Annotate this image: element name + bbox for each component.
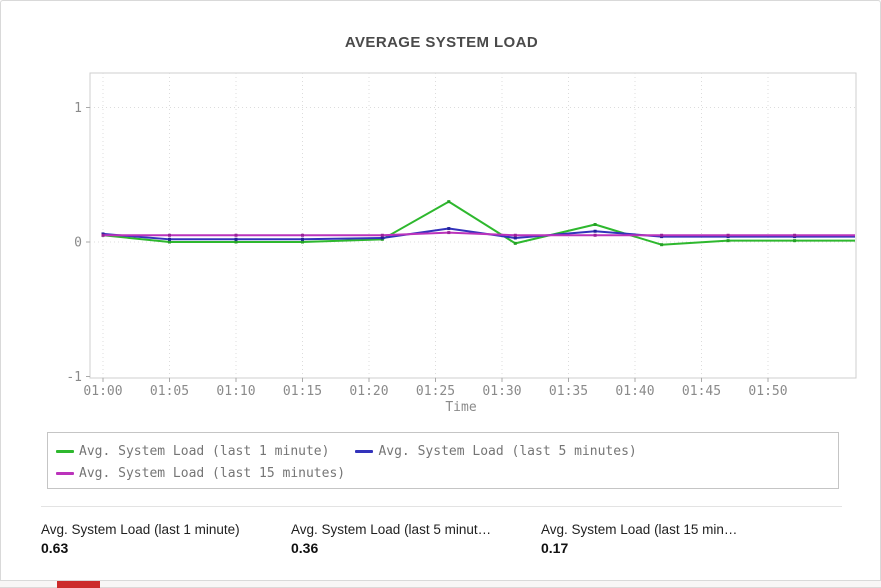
divider <box>41 506 842 507</box>
bottom-strip <box>0 581 881 588</box>
series-marker-1 <box>447 227 451 231</box>
x-tick-label: 01:25 <box>416 384 455 399</box>
series-line-0 <box>102 200 855 246</box>
y-tick-label: -1 <box>66 370 82 385</box>
series-marker-1 <box>301 237 304 241</box>
series-marker-2 <box>447 231 451 235</box>
x-tick-label: 01:45 <box>682 384 721 399</box>
series-marker-0 <box>168 240 171 244</box>
series-marker-2 <box>793 233 797 237</box>
legend-label: Avg. System Load (last 15 minutes) <box>79 465 346 481</box>
series-marker-0 <box>793 239 797 243</box>
series-marker-2 <box>101 233 105 237</box>
legend-item-last-5-minutes: Avg. System Load (last 5 minutes) <box>355 440 637 462</box>
stat-value: 0.17 <box>541 540 569 556</box>
y-tick-label: 0 <box>74 236 82 251</box>
system-load-chart: 01:00 01:05 01:10 01:15 01:20 01:25 01:30 01:35… <box>66 72 857 415</box>
series-marker-1 <box>513 236 517 240</box>
legend-swatch-blue-icon <box>355 449 374 453</box>
legend-label: Avg. System Load (last 1 minute) <box>79 443 330 459</box>
stat-last-15-minutes: Avg. System Load (last 15 min… 0.17 <box>541 522 759 556</box>
x-tick-label: 01:05 <box>150 384 189 399</box>
plot-area <box>89 72 857 379</box>
series-line-2 <box>103 231 855 237</box>
series-marker-0 <box>447 200 451 204</box>
series-marker-2 <box>513 233 517 237</box>
stat-value: 0.36 <box>291 540 319 556</box>
series-marker-2 <box>380 233 384 237</box>
legend-label: Avg. System Load (last 5 minutes) <box>378 443 637 459</box>
legend-item-last-15-minutes: Avg. System Load (last 15 minutes) <box>56 462 345 484</box>
series-marker-0 <box>593 223 597 227</box>
series-marker-0 <box>301 240 304 244</box>
series-marker-1 <box>380 236 384 240</box>
series-marker-2 <box>168 233 171 237</box>
series-marker-1 <box>593 229 597 233</box>
stat-last-1-minute: Avg. System Load (last 1 minute) 0.63 <box>41 522 259 556</box>
clipped-red-element <box>57 581 100 588</box>
x-tick-label: 01:40 <box>615 384 654 399</box>
x-tick-label: 01:35 <box>549 384 588 399</box>
x-tick-label: 01:50 <box>748 384 787 399</box>
series-marker-2 <box>660 233 664 237</box>
chart-legend: Avg. System Load (last 1 minute) Avg. Sy… <box>47 432 839 489</box>
stat-label: Avg. System Load (last 1 minute) <box>41 522 240 537</box>
stat-last-5-minutes: Avg. System Load (last 5 minut… 0.36 <box>291 522 509 556</box>
y-tick-label: 1 <box>74 101 82 116</box>
series-marker-2 <box>593 233 597 237</box>
chart-title: AVERAGE SYSTEM LOAD <box>344 34 539 51</box>
x-axis-label: Time <box>445 400 476 415</box>
series-marker-2 <box>301 233 304 237</box>
legend-item-last-1-minute: Avg. System Load (last 1 minute) <box>56 440 329 462</box>
series-marker-0 <box>513 241 517 245</box>
stat-label: Avg. System Load (last 15 min… <box>541 522 738 537</box>
stats-row: Avg. System Load (last 1 minute) 0.63 Av… <box>41 522 791 556</box>
stat-value: 0.63 <box>41 540 69 556</box>
stat-label: Avg. System Load (last 5 minut… <box>291 522 492 537</box>
series-marker-0 <box>726 239 730 243</box>
legend-swatch-green-icon <box>56 449 74 453</box>
x-tick-label: 01:30 <box>482 384 521 399</box>
series-marker-0 <box>660 243 664 247</box>
series-marker-1 <box>234 237 238 241</box>
series-marker-0 <box>234 240 238 244</box>
legend-swatch-magenta-icon <box>56 471 74 475</box>
x-tick-label: 01:10 <box>216 384 255 399</box>
x-tick-label: 01:15 <box>283 384 322 399</box>
series-marker-2 <box>726 233 730 237</box>
x-tick-label: 01:00 <box>83 384 122 399</box>
series-marker-1 <box>168 237 171 241</box>
x-tick-label: 01:20 <box>349 384 388 399</box>
series-marker-2 <box>234 233 238 237</box>
